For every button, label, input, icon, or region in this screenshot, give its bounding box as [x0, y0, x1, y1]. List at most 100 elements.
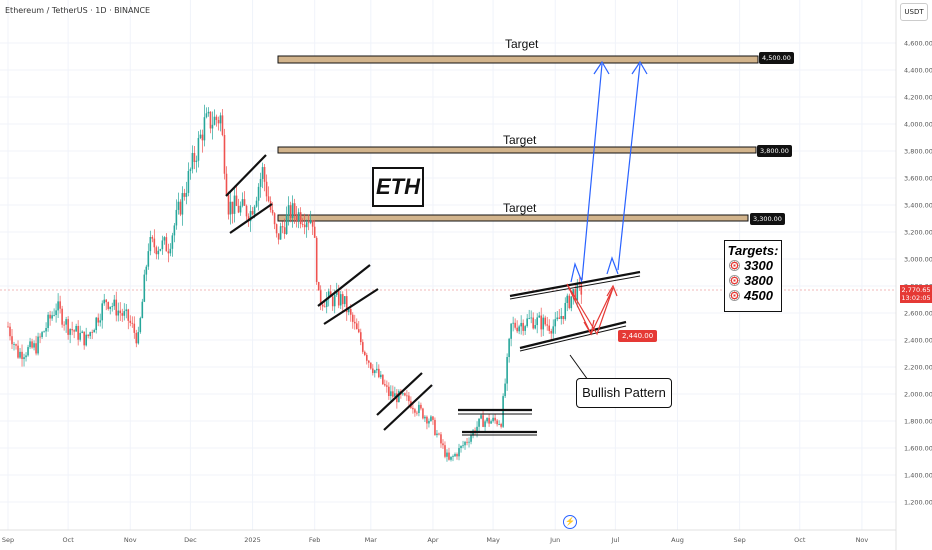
- candle-up: [229, 201, 232, 215]
- candle-up: [211, 124, 214, 129]
- targets-row-2: 3800: [725, 273, 781, 288]
- candle-down: [355, 323, 358, 330]
- candle-up: [327, 291, 330, 299]
- candle-up: [125, 309, 128, 312]
- x-tick-label: Mar: [365, 536, 378, 544]
- pattern-lower-2: [519, 325, 627, 352]
- support-price-label: 2,440.00: [618, 330, 658, 342]
- candle-up: [430, 416, 432, 421]
- candle-down: [247, 216, 250, 222]
- candle-up: [339, 294, 342, 306]
- candle-down: [384, 384, 386, 386]
- candle-up: [141, 301, 144, 319]
- candle-down: [243, 199, 246, 206]
- candle-down: [514, 322, 516, 328]
- candle-up: [25, 355, 27, 358]
- candle-up: [279, 226, 282, 240]
- y-tick-label: 2,600.00: [904, 310, 932, 318]
- candle-down: [372, 368, 374, 374]
- channel-feb-lower: [323, 288, 379, 325]
- candle-up: [470, 435, 472, 442]
- channel-lines: [225, 154, 641, 436]
- x-tick-label: Dec: [184, 536, 197, 544]
- candle-up: [305, 222, 308, 228]
- callout-pointer: [569, 354, 589, 381]
- candle-up: [508, 338, 510, 358]
- candle-down: [359, 332, 362, 343]
- candle-down: [235, 195, 238, 206]
- candle-up: [213, 116, 216, 125]
- candle-down: [311, 220, 314, 227]
- targets-row-3: 4500: [725, 288, 781, 303]
- candle-down: [378, 368, 380, 378]
- candle-up: [89, 332, 91, 337]
- bullish-pattern-callout: Bullish Pattern: [576, 378, 672, 408]
- candle-up: [512, 322, 514, 324]
- candle-down: [265, 181, 268, 197]
- red-zigzag: [566, 283, 614, 336]
- candle-up: [287, 205, 290, 216]
- candle-down: [361, 342, 364, 352]
- candle-up: [13, 344, 15, 345]
- candle-down: [49, 314, 51, 319]
- candle-up: [572, 289, 575, 297]
- candle-down: [167, 251, 170, 254]
- candle-up: [187, 170, 190, 193]
- candle-up: [428, 420, 430, 424]
- lightning-icon[interactable]: ⚡: [563, 515, 577, 529]
- target-label-3800: Target: [503, 133, 537, 147]
- candle-up: [504, 383, 506, 397]
- candle-down: [151, 237, 154, 239]
- candle-up: [197, 137, 200, 161]
- candle-down: [83, 331, 85, 346]
- candle-up: [195, 160, 198, 162]
- candle-down: [91, 332, 93, 333]
- candle-down: [107, 302, 110, 309]
- candle-up: [478, 418, 480, 427]
- candle-up: [149, 237, 152, 252]
- candle-down: [15, 344, 17, 346]
- candle-down: [121, 313, 124, 316]
- candle-down: [341, 294, 344, 305]
- candle-down: [293, 203, 296, 215]
- candle-up: [468, 441, 470, 443]
- candle-up: [552, 326, 555, 334]
- candle-down: [59, 301, 61, 309]
- candle-up: [418, 404, 420, 414]
- candle-down: [315, 237, 318, 282]
- y-tick-label: 3,000.00: [904, 256, 932, 264]
- candle-down: [408, 395, 410, 402]
- candle-up: [526, 318, 528, 327]
- candle-down: [209, 111, 212, 129]
- candle-down: [273, 213, 276, 225]
- candle-down: [295, 214, 298, 222]
- candle-up: [145, 266, 148, 275]
- currency-button[interactable]: USDT: [900, 3, 928, 21]
- candle-down: [456, 454, 458, 457]
- candle-up: [394, 393, 396, 397]
- candle-down: [516, 327, 518, 332]
- price-axis[interactable]: 4,600.00 4,400.00 4,200.00 4,000.00 3,800.00…: [904, 40, 932, 507]
- candle-down: [412, 407, 414, 410]
- candle-up: [205, 113, 208, 118]
- candle-down: [105, 299, 108, 303]
- candle-up: [285, 215, 288, 235]
- candle-up: [450, 456, 452, 460]
- candle-up: [458, 448, 460, 457]
- candle-down: [225, 173, 228, 196]
- candle-down: [227, 195, 230, 215]
- candle-down: [165, 237, 168, 252]
- candle-up: [113, 299, 116, 307]
- candle-up: [253, 206, 256, 215]
- candle-down: [366, 354, 368, 361]
- candle-up: [43, 331, 45, 333]
- candle-up: [181, 193, 184, 215]
- projection-arrows: [566, 60, 648, 336]
- candle-down: [67, 319, 69, 335]
- time-axis[interactable]: Sep Oct Nov Dec 2025 Feb Mar Apr May Jun Jul Aug Sep…: [2, 536, 869, 544]
- candle-down: [357, 329, 360, 333]
- x-tick-label: May: [486, 536, 500, 544]
- candle-down: [127, 309, 130, 321]
- candle-down: [71, 329, 73, 331]
